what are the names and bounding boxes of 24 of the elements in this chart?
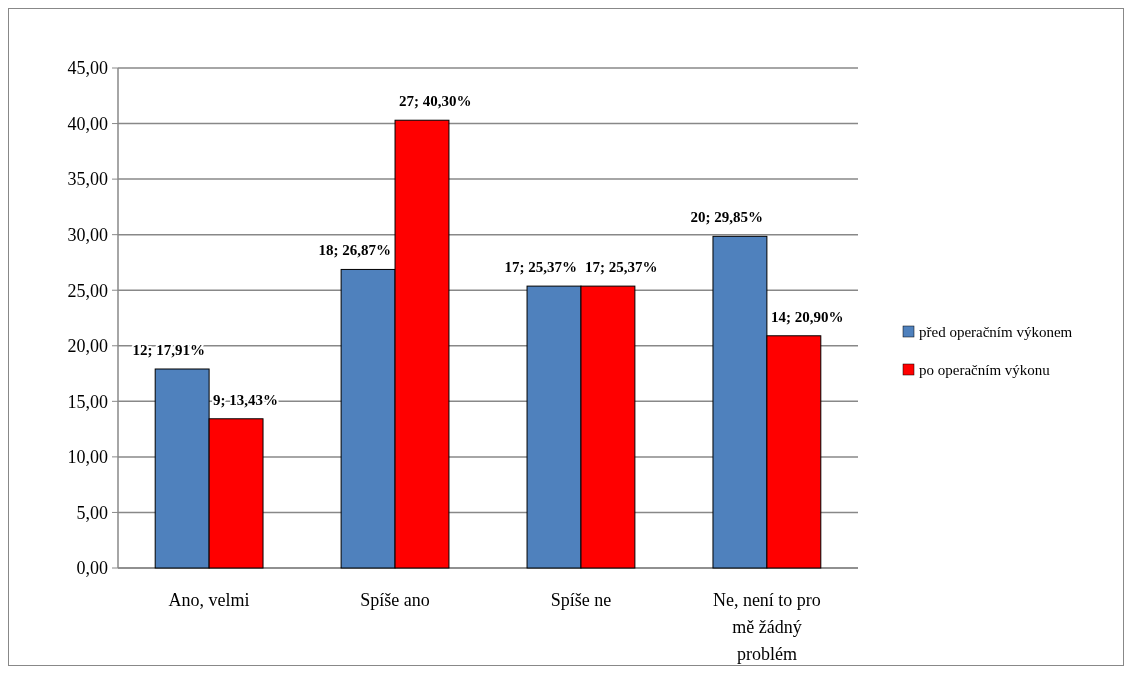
- y-tick-label: 40,00: [67, 113, 108, 134]
- data-label: 9; 13,43%: [213, 391, 279, 408]
- legend-label: po operačním výkonu: [919, 362, 1051, 379]
- data-label: 17; 25,37%: [584, 259, 658, 276]
- data-label: 12; 17,91%: [132, 342, 206, 358]
- y-tick-label: 45,00: [67, 58, 108, 79]
- data-label: 27; 40,30%: [399, 93, 472, 110]
- y-tick-label: 0,00: [76, 558, 108, 579]
- y-tick-label: 25,00: [67, 280, 108, 301]
- data-label: 20; 29,85%: [690, 209, 763, 226]
- y-tick-label: 10,00: [67, 447, 108, 468]
- legend-label: před operačním výkonem: [919, 324, 1073, 341]
- x-tick-label: Ano, velmi: [168, 590, 250, 610]
- y-tick-label: 30,00: [67, 224, 108, 245]
- y-tick-label: 5,00: [76, 502, 108, 523]
- data-label: 18; 26,87%: [318, 242, 392, 259]
- y-tick-label: 20,00: [67, 336, 108, 357]
- y-tick-label: 15,00: [67, 391, 108, 412]
- x-tick-label: Spíše ano: [360, 590, 430, 610]
- data-label: 14; 20,90%: [770, 308, 844, 325]
- x-tick-label: Ne, není to pro mě žádný problém: [712, 590, 821, 664]
- x-tick-label: Spíše ne: [550, 590, 612, 610]
- data-label: 17; 25,37%: [504, 259, 577, 276]
- y-tick-label: 35,00: [67, 169, 108, 190]
